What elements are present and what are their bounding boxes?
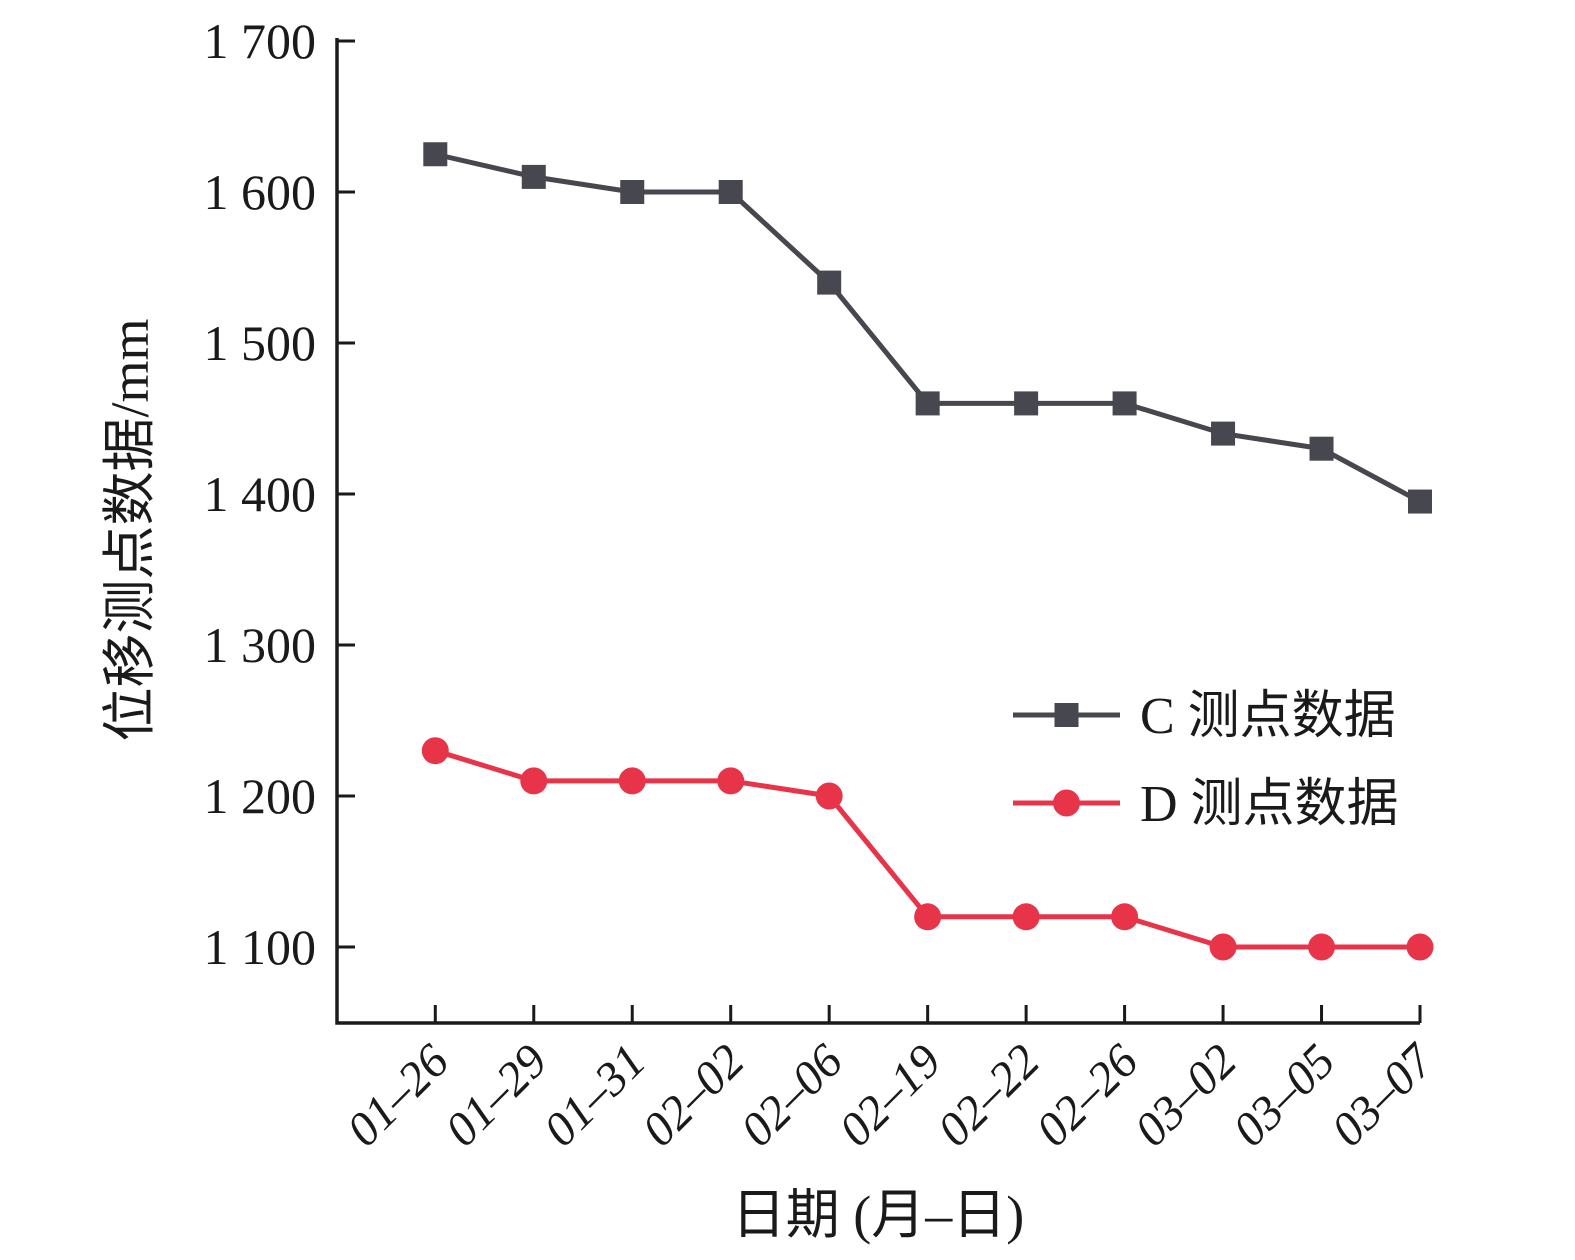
x-tick-label: 02–26 [1026,1034,1148,1156]
data-point-square [1408,489,1432,514]
y-tick-label: 1 700 [204,13,317,69]
data-point-circle [618,767,646,795]
data-point-square [521,164,546,189]
x-tick-label: 01–31 [534,1034,656,1156]
y-tick-label: 1 100 [204,919,317,975]
data-point-circle [1209,933,1237,961]
data-point-circle [520,767,548,795]
y-tick-label: 1 600 [204,164,317,220]
data-point-circle [815,782,843,810]
x-tick-label: 02–02 [632,1034,754,1156]
data-point-square [718,180,743,204]
data-point-square [1309,436,1334,461]
x-tick-label: 03–07 [1321,1033,1445,1157]
data-point-circle [717,767,745,795]
data-point-circle [1308,933,1336,961]
legend-label: D 测点数据 [1140,776,1399,833]
y-tick-label: 1 400 [204,466,317,522]
data-point-square [817,270,842,295]
axis-spine [335,38,1420,1025]
data-point-circle [421,737,449,765]
axis-ticks: 1 700 1 600 1 500 1 400 1 300 1 200 1 100 01–26… [204,13,1446,1157]
series-line-square [434,151,1422,504]
legend-circle-marker [1053,789,1080,817]
data-point-circle [1012,903,1040,931]
x-tick-label: 02–06 [731,1034,853,1156]
data-point-circle [1111,903,1139,931]
y-tick-label: 1 200 [204,768,317,824]
data-point-square [620,180,645,204]
data-point-square [1112,391,1137,416]
x-tick-label: 03–02 [1125,1034,1247,1156]
axes [335,38,1420,1025]
x-axis-title: 日期 (月–日) [732,1185,1024,1245]
x-tick-label: 02–22 [928,1034,1050,1156]
data-point-square [915,391,940,416]
legend: C 测点数据 D 测点数据 [1013,688,1399,833]
series-layer [421,142,1434,961]
legend-label: C 测点数据 [1140,688,1396,745]
data-point-circle [914,903,942,931]
y-tick-label: 1 500 [204,315,317,371]
legend-square-marker [1054,703,1079,727]
data-point-circle [1406,933,1434,961]
x-tick-label: 02–19 [829,1034,951,1156]
y-axis-title: 位移测点数据/mm [100,318,160,741]
y-tick-label: 1 300 [204,617,317,673]
data-point-square [1211,421,1236,446]
x-tick-label: 03–05 [1223,1034,1345,1156]
x-tick-label: 01–29 [435,1034,557,1156]
data-point-square [1014,391,1039,416]
x-tick-label: 01–26 [337,1034,459,1156]
data-point-square [423,142,448,167]
